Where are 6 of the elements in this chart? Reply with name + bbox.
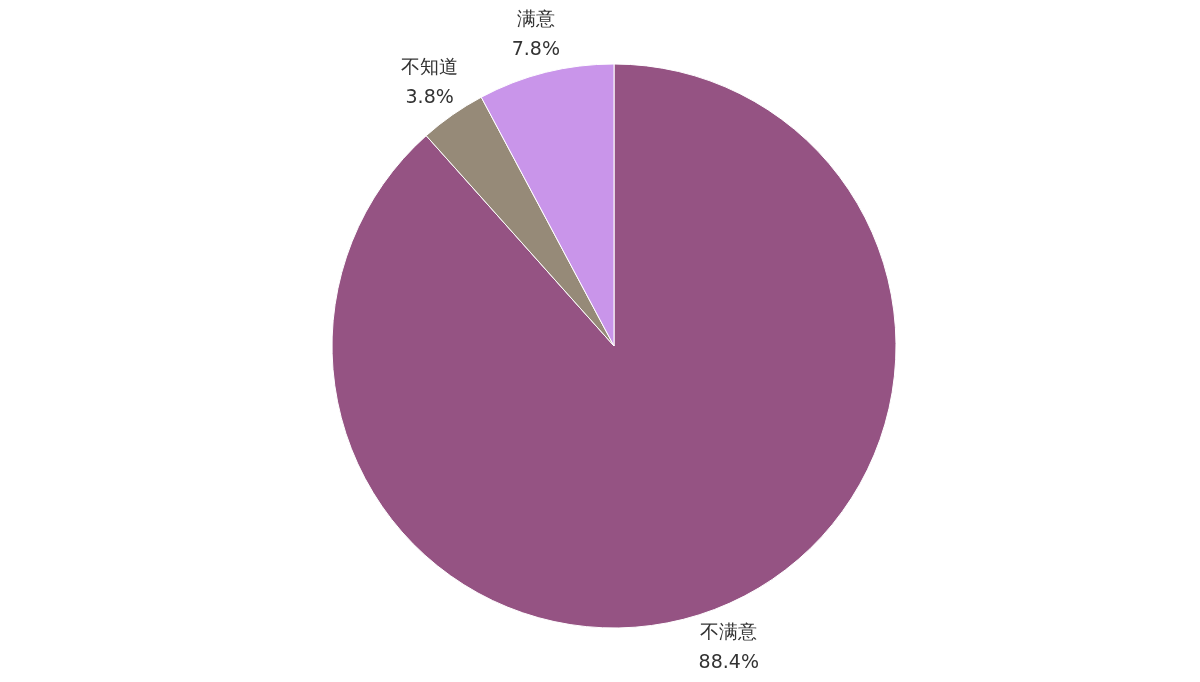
slice-label: 不知道 xyxy=(401,54,459,77)
data-label: 7.8% xyxy=(511,36,561,59)
data-label: 88.4% xyxy=(698,649,759,672)
slice-label: 满意 xyxy=(516,6,555,29)
data-label: 3.8% xyxy=(405,84,454,107)
slice-label: 不满意 xyxy=(700,619,758,642)
